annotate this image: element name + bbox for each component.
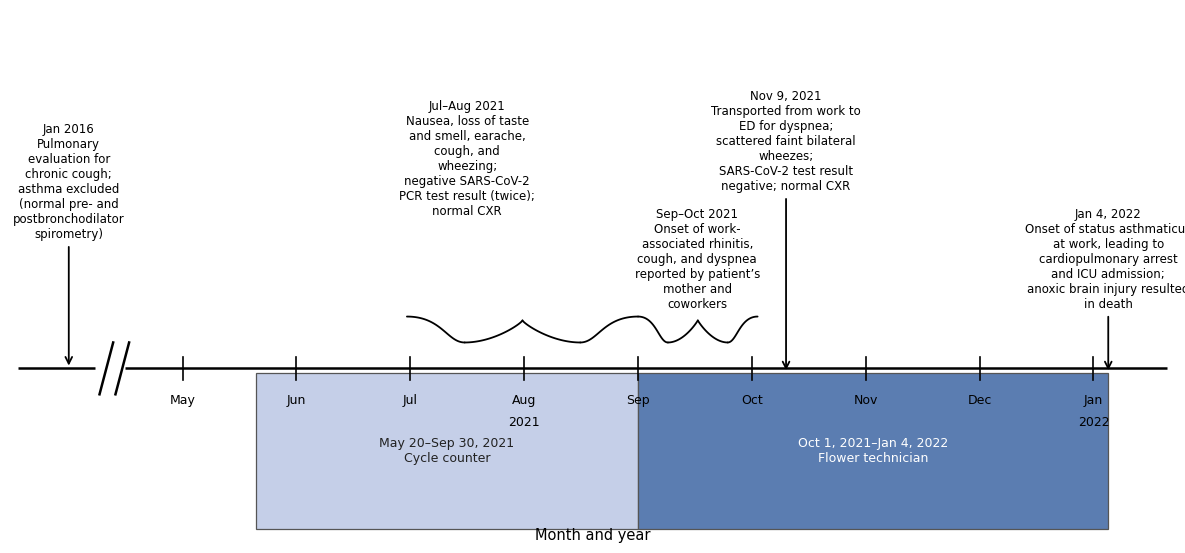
Text: Dec: Dec [967,394,992,408]
Text: Nov: Nov [853,394,878,408]
Text: Jul: Jul [403,394,418,408]
Text: Jan: Jan [1084,394,1103,408]
Text: Month and year: Month and year [534,528,651,542]
Text: Jan 2016
Pulmonary
evaluation for
chronic cough;
asthma excluded
(normal pre- an: Jan 2016 Pulmonary evaluation for chroni… [13,123,124,364]
Text: Aug: Aug [512,394,537,408]
Text: Jan 4, 2022
Onset of status asthmaticus
at work, leading to
cardiopulmonary arre: Jan 4, 2022 Onset of status asthmaticus … [1025,208,1185,368]
Text: May: May [169,394,196,408]
Text: Oct: Oct [741,394,763,408]
Bar [256,373,638,529]
Text: Sep–Oct 2021
Onset of work-
associated rhinitis,
cough, and dyspnea
reported by : Sep–Oct 2021 Onset of work- associated r… [634,208,760,311]
Bar [638,373,1108,529]
Text: Jul–Aug 2021
Nausea, loss of taste
and smell, earache,
cough, and
wheezing;
nega: Jul–Aug 2021 Nausea, loss of taste and s… [399,100,536,218]
Text: Nov 9, 2021
Transported from work to
ED for dyspnea;
scattered faint bilateral
w: Nov 9, 2021 Transported from work to ED … [711,90,861,368]
Text: Jun: Jun [287,394,306,408]
Text: 2021: 2021 [508,415,540,429]
Text: Oct 1, 2021–Jan 4, 2022
Flower technician: Oct 1, 2021–Jan 4, 2022 Flower technicia… [798,437,948,465]
Text: 2022: 2022 [1077,415,1109,429]
Text: Sep: Sep [626,394,649,408]
Text: May 20–Sep 30, 2021
Cycle counter: May 20–Sep 30, 2021 Cycle counter [379,437,514,465]
